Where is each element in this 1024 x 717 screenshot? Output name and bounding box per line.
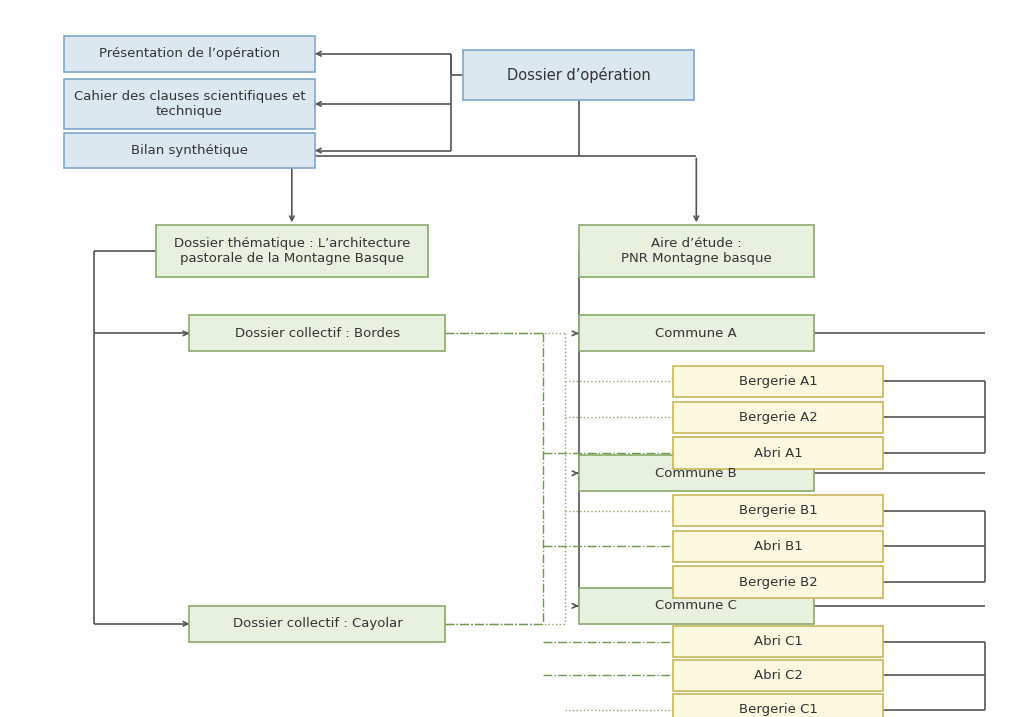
FancyBboxPatch shape	[674, 437, 883, 469]
FancyBboxPatch shape	[579, 455, 814, 491]
FancyBboxPatch shape	[579, 225, 814, 277]
FancyBboxPatch shape	[63, 79, 315, 129]
Text: Présentation de l’opération: Présentation de l’opération	[99, 47, 280, 60]
FancyBboxPatch shape	[189, 315, 445, 351]
Text: Bergerie C1: Bergerie C1	[738, 703, 818, 716]
FancyBboxPatch shape	[156, 225, 428, 277]
Text: Dossier thématique : L’architecture
pastorale de la Montagne Basque: Dossier thématique : L’architecture past…	[174, 237, 410, 265]
Text: Dossier collectif : Bordes: Dossier collectif : Bordes	[234, 327, 400, 340]
Text: Dossier d’opération: Dossier d’opération	[507, 67, 650, 83]
FancyBboxPatch shape	[674, 495, 883, 526]
Text: Commune B: Commune B	[655, 467, 737, 480]
Text: Bergerie B1: Bergerie B1	[739, 504, 817, 517]
Text: Aire d’étude :
PNR Montagne basque: Aire d’étude : PNR Montagne basque	[621, 237, 772, 265]
FancyBboxPatch shape	[674, 402, 883, 433]
FancyBboxPatch shape	[189, 606, 445, 642]
Text: Cahier des clauses scientifiques et
technique: Cahier des clauses scientifiques et tech…	[74, 90, 305, 118]
Text: Commune A: Commune A	[655, 327, 737, 340]
Text: Abri B1: Abri B1	[754, 540, 803, 553]
FancyBboxPatch shape	[674, 566, 883, 598]
Text: Abri A1: Abri A1	[754, 447, 803, 460]
FancyBboxPatch shape	[674, 531, 883, 562]
Text: Bergerie B2: Bergerie B2	[739, 576, 817, 589]
FancyBboxPatch shape	[579, 315, 814, 351]
Text: Bergerie A1: Bergerie A1	[739, 375, 817, 388]
FancyBboxPatch shape	[63, 36, 315, 72]
Text: Abri C2: Abri C2	[754, 669, 803, 682]
Text: Bergerie A2: Bergerie A2	[739, 411, 817, 424]
FancyBboxPatch shape	[579, 588, 814, 624]
FancyBboxPatch shape	[674, 660, 883, 691]
FancyBboxPatch shape	[674, 694, 883, 717]
Text: Abri C1: Abri C1	[754, 635, 803, 648]
Text: Dossier collectif : Cayolar: Dossier collectif : Cayolar	[232, 617, 402, 630]
FancyBboxPatch shape	[463, 50, 694, 100]
FancyBboxPatch shape	[674, 366, 883, 397]
Text: Bilan synthétique: Bilan synthétique	[131, 144, 248, 157]
FancyBboxPatch shape	[674, 626, 883, 657]
Text: Commune C: Commune C	[655, 599, 737, 612]
FancyBboxPatch shape	[63, 133, 315, 168]
